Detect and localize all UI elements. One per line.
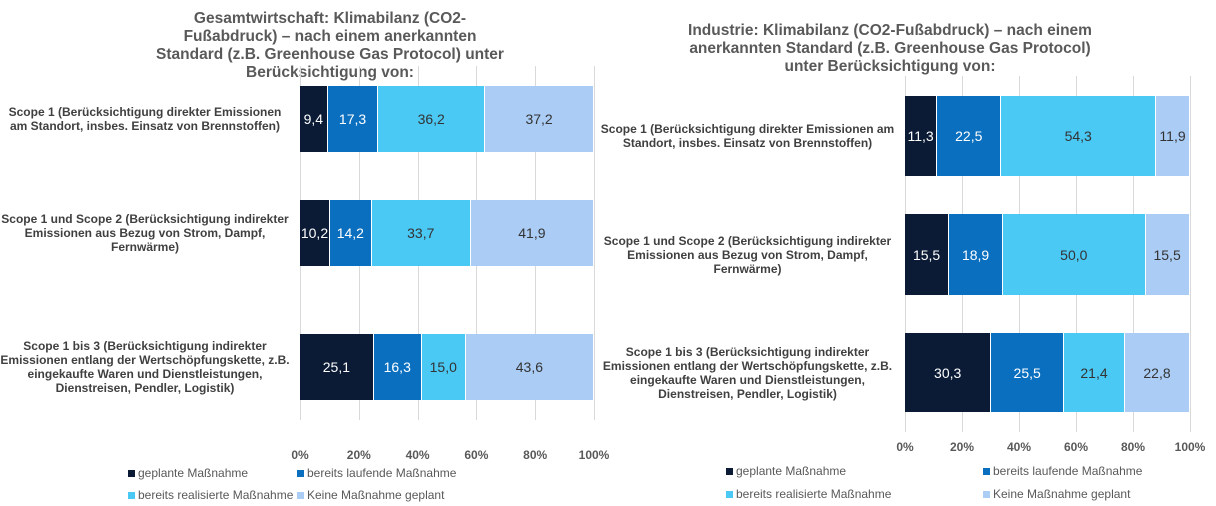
data-label: 14,2 [336, 225, 364, 241]
data-label: 33,7 [407, 225, 435, 241]
bar-segment: 22,5 [937, 96, 1002, 176]
category-label: Scope 1 (Berücksichtigung direkter Emiss… [600, 122, 895, 150]
legend-item: bereits laufende Maßnahme [983, 464, 1142, 478]
bar-segment: 21,4 [1064, 333, 1125, 412]
data-label: 15,0 [429, 359, 457, 375]
data-label: 22,8 [1143, 364, 1171, 381]
category-label: Scope 1 und Scope 2 (Berücksichtigung in… [603, 233, 892, 276]
bar-segment: 11,9 [1156, 96, 1190, 176]
legend-item: Keine Maßnahme geplant [297, 488, 444, 502]
chart-title: Gesamtwirtschaft: Klimabilanz (CO2-Fußab… [156, 10, 504, 81]
bar-segment: 50,0 [1003, 214, 1146, 295]
bar-segment: 33,7 [371, 200, 471, 266]
x-tick-label: 20% [949, 440, 975, 454]
chart-title: Industrie: Klimabilanz (CO2-Fußabdruck) … [688, 22, 1092, 75]
data-label: 15,5 [912, 246, 941, 263]
bar-segment: 14,2 [329, 200, 372, 266]
category-label: Scope 1 bis 3 (Berücksichtigung indirekt… [0, 339, 290, 395]
bar-segment: 15,0 [421, 334, 466, 400]
x-tick-label: 0% [291, 448, 309, 462]
x-tick-label: 20% [346, 448, 371, 462]
legend-label: bereits laufende Maßnahme [307, 466, 457, 480]
legend-swatch [983, 490, 990, 498]
data-label: 25,1 [322, 359, 351, 375]
data-label: 16,3 [383, 359, 411, 375]
data-label: 54,3 [1064, 128, 1092, 144]
x-tick-label: 80% [1120, 440, 1146, 454]
x-tick-label: 80% [523, 448, 548, 462]
legend-item: bereits realisierte Maßnahme [128, 488, 293, 502]
legend-swatch [297, 469, 304, 477]
x-tick-label: 0% [896, 440, 914, 454]
bar-segment: 41,9 [470, 200, 594, 266]
bar-segment: 11,3 [905, 96, 938, 176]
x-tick-label: 100% [1174, 440, 1206, 454]
data-label: 15,5 [1153, 246, 1181, 263]
bar-segment: 25,1 [300, 334, 374, 400]
bar-segment: 22,8 [1125, 333, 1190, 412]
bar-segment: 43,6 [465, 334, 594, 400]
bar-segment: 9,4 [300, 86, 328, 152]
legend-swatch [297, 491, 304, 499]
legend-swatch [983, 467, 990, 475]
data-label: 11,9 [1159, 128, 1186, 144]
legend-label: geplante Maßnahme [138, 466, 249, 480]
data-label: 43,6 [515, 359, 544, 375]
x-tick-label: 40% [405, 448, 430, 462]
legend-swatch [726, 490, 733, 498]
data-label: 17,3 [338, 111, 367, 127]
bar-segment: 16,3 [373, 334, 422, 400]
grid-line [594, 66, 595, 420]
bar-segment: 18,9 [949, 214, 1004, 295]
category-label: Scope 1 und Scope 2 (Berücksichtigung in… [1, 212, 289, 254]
data-label: 25,5 [1013, 364, 1041, 381]
legend-item: bereits laufende Maßnahme [297, 466, 456, 480]
grid-line [1190, 76, 1191, 432]
data-label: 36,2 [417, 111, 445, 127]
data-label: 50,0 [1060, 246, 1088, 263]
x-tick-label: 40% [1006, 440, 1032, 454]
bar-segment: 54,3 [1001, 96, 1157, 176]
data-label: 41,9 [518, 225, 546, 241]
legend-label: bereits realisierte Maßnahme [736, 487, 892, 501]
category-label: Scope 1 (Berücksichtigung direkter Emiss… [8, 105, 282, 133]
data-label: 10,2 [300, 225, 329, 241]
legend-swatch [128, 469, 135, 477]
bar-segment: 30,3 [905, 333, 992, 412]
bar-segment: 37,2 [484, 86, 595, 152]
data-label: 21,4 [1080, 364, 1108, 381]
data-label: 37,2 [525, 111, 553, 127]
legend-label: geplante Maßnahme [736, 464, 847, 478]
legend-item: geplante Maßnahme [128, 466, 248, 480]
legend-item: Keine Maßnahme geplant [983, 487, 1130, 501]
legend-label: Keine Maßnahme geplant [993, 487, 1131, 501]
data-label: 11,3 [907, 128, 934, 144]
legend-item: bereits realisierte Maßnahme [726, 487, 891, 501]
legend-item: geplante Maßnahme [726, 464, 846, 478]
x-tick-label: 100% [578, 448, 610, 462]
legend-label: bereits laufende Maßnahme [993, 464, 1143, 478]
category-label: Scope 1 bis 3 (Berücksichtigung indirekt… [602, 344, 893, 401]
data-label: 22,5 [955, 128, 983, 144]
bar-segment: 36,2 [378, 86, 485, 152]
legend-label: bereits realisierte Maßnahme [138, 488, 294, 502]
bar-segment: 17,3 [327, 86, 379, 152]
x-tick-label: 60% [464, 448, 489, 462]
bar-segment: 25,5 [991, 333, 1065, 412]
bar-segment: 15,5 [1145, 214, 1190, 295]
data-label: 9,4 [303, 111, 324, 127]
bar-segment: 10,2 [300, 200, 330, 266]
data-label: 30,3 [934, 364, 962, 381]
bar-segment: 15,5 [905, 214, 950, 295]
legend-swatch [726, 467, 733, 475]
x-tick-label: 60% [1063, 440, 1089, 454]
data-label: 18,9 [961, 246, 990, 263]
legend-label: Keine Maßnahme geplant [307, 488, 445, 502]
legend-swatch [128, 491, 135, 499]
